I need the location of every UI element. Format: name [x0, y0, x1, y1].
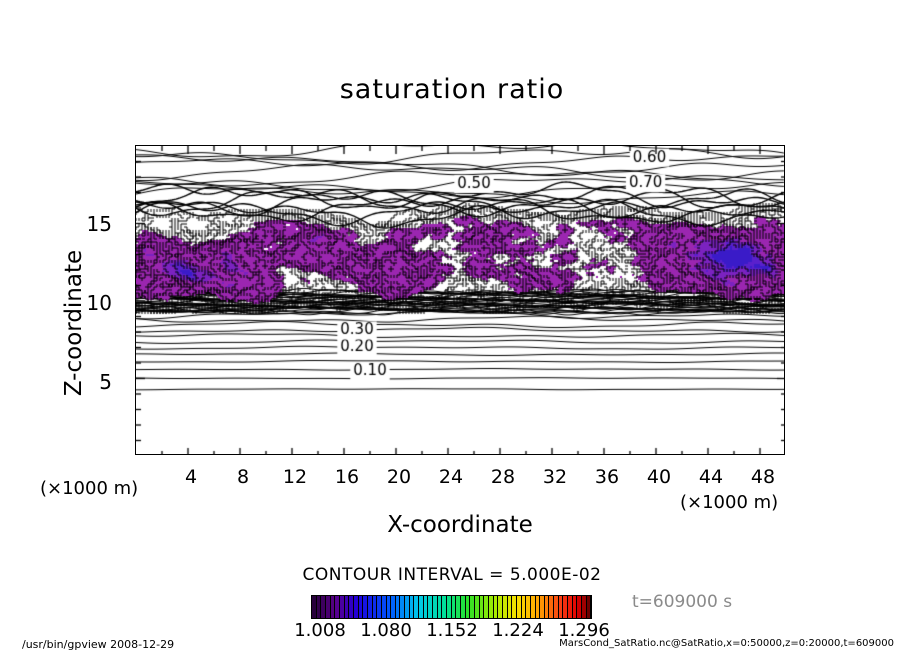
y-tick-10: 10: [86, 291, 112, 315]
colorbar-gradient: [312, 596, 592, 618]
x-tick-40: 40: [646, 466, 672, 488]
x-tick-16: 16: [334, 466, 360, 488]
x-axis-label: X-coordinate: [387, 512, 533, 538]
x-tick-36: 36: [594, 466, 620, 488]
chart-title: saturation ratio: [339, 74, 565, 105]
x-tick-28: 28: [490, 466, 516, 488]
colorbar: [311, 595, 592, 619]
x-tick-4: 4: [184, 466, 198, 488]
colorbar-tick-4: 1.296: [558, 620, 610, 641]
colorbar-tick-1: 1.080: [360, 620, 412, 641]
x-tick-24: 24: [438, 466, 464, 488]
contour-plot-canvas: [136, 146, 784, 454]
y-axis-unit: (×1000 m): [40, 478, 139, 499]
x-axis-unit: (×1000 m): [680, 492, 779, 513]
colorbar-ticks: 1.008 1.080 1.152 1.224 1.296: [290, 620, 614, 642]
x-tick-48: 48: [750, 466, 776, 488]
y-tick-15: 15: [86, 212, 112, 236]
x-tick-12: 12: [282, 466, 308, 488]
y-axis-label: Z-coordinate: [61, 249, 87, 397]
footer-command: /usr/bin/gpview 2008-12-29: [22, 638, 175, 651]
x-tick-32: 32: [542, 466, 568, 488]
x-tick-44: 44: [698, 466, 724, 488]
colorbar-tick-0: 1.008: [294, 620, 346, 641]
x-tick-8: 8: [236, 466, 250, 488]
time-annotation: t=609000 s: [632, 592, 733, 612]
colorbar-tick-2: 1.152: [426, 620, 478, 641]
plot-area: [135, 145, 785, 455]
colorbar-tick-3: 1.224: [492, 620, 544, 641]
x-tick-20: 20: [386, 466, 412, 488]
y-tick-5: 5: [99, 370, 112, 394]
footer-dataset: MarsCond_SatRatio.nc@SatRatio,x=0:50000,…: [559, 638, 894, 649]
contour-interval-label: CONTOUR INTERVAL = 5.000E-02: [302, 565, 602, 585]
